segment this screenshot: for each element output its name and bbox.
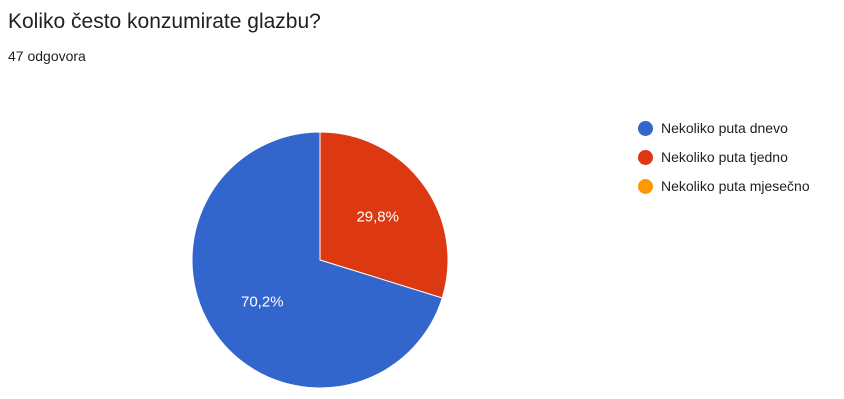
- legend-swatch-icon: [638, 149, 653, 165]
- legend-label: Nekoliko puta mjesečno: [661, 178, 810, 194]
- slice-label: 70,2%: [241, 293, 284, 310]
- legend-item[interactable]: Nekoliko puta mjesečno: [638, 175, 810, 197]
- pie-slice[interactable]: [319, 131, 449, 299]
- chart-legend: Nekoliko puta dnevo Nekoliko puta tjedno…: [638, 117, 810, 204]
- question-title: Koliko često konzumirate glazbu?: [8, 10, 321, 33]
- pie-slice[interactable]: [191, 131, 443, 389]
- legend-label: Nekoliko puta dnevo: [661, 120, 788, 136]
- legend-swatch-icon: [638, 178, 653, 194]
- response-count: 47 odgovora: [8, 48, 86, 64]
- legend-item[interactable]: Nekoliko puta tjedno: [638, 146, 810, 168]
- legend-label: Nekoliko puta tjedno: [661, 149, 788, 165]
- legend-item[interactable]: Nekoliko puta dnevo: [638, 117, 810, 139]
- slice-label: 29,8%: [356, 208, 399, 225]
- legend-swatch-icon: [638, 120, 653, 136]
